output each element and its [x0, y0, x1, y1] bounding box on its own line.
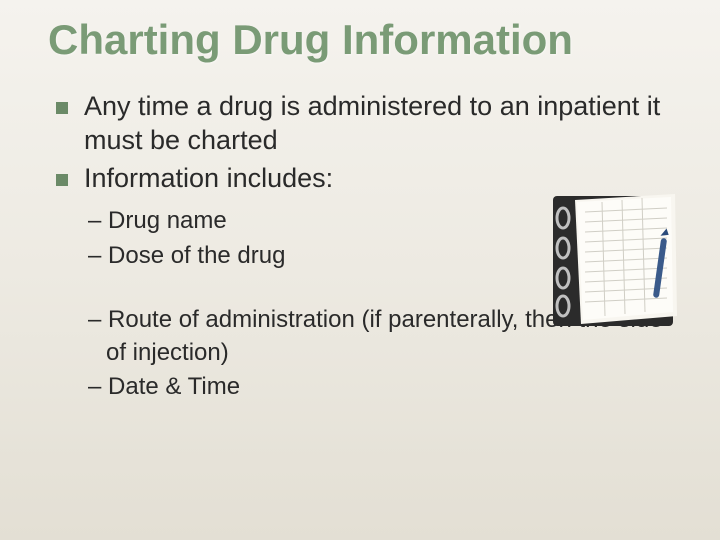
bullet-item-1: Any time a drug is administered to an in… [56, 90, 680, 158]
main-bullet-list: Any time a drug is administered to an in… [56, 90, 680, 195]
square-bullet-icon [56, 174, 68, 186]
square-bullet-icon [56, 102, 68, 114]
sub-item-4: – Date & Time [88, 371, 680, 403]
bullet-text: Information includes: [84, 162, 333, 196]
clipboard-icon [547, 188, 682, 333]
bullet-text: Any time a drug is administered to an in… [84, 90, 680, 158]
slide-title: Charting Drug Information [48, 18, 680, 62]
slide-container: Charting Drug Information Any time a dru… [0, 0, 720, 540]
clipboard-chart-image [547, 188, 682, 333]
